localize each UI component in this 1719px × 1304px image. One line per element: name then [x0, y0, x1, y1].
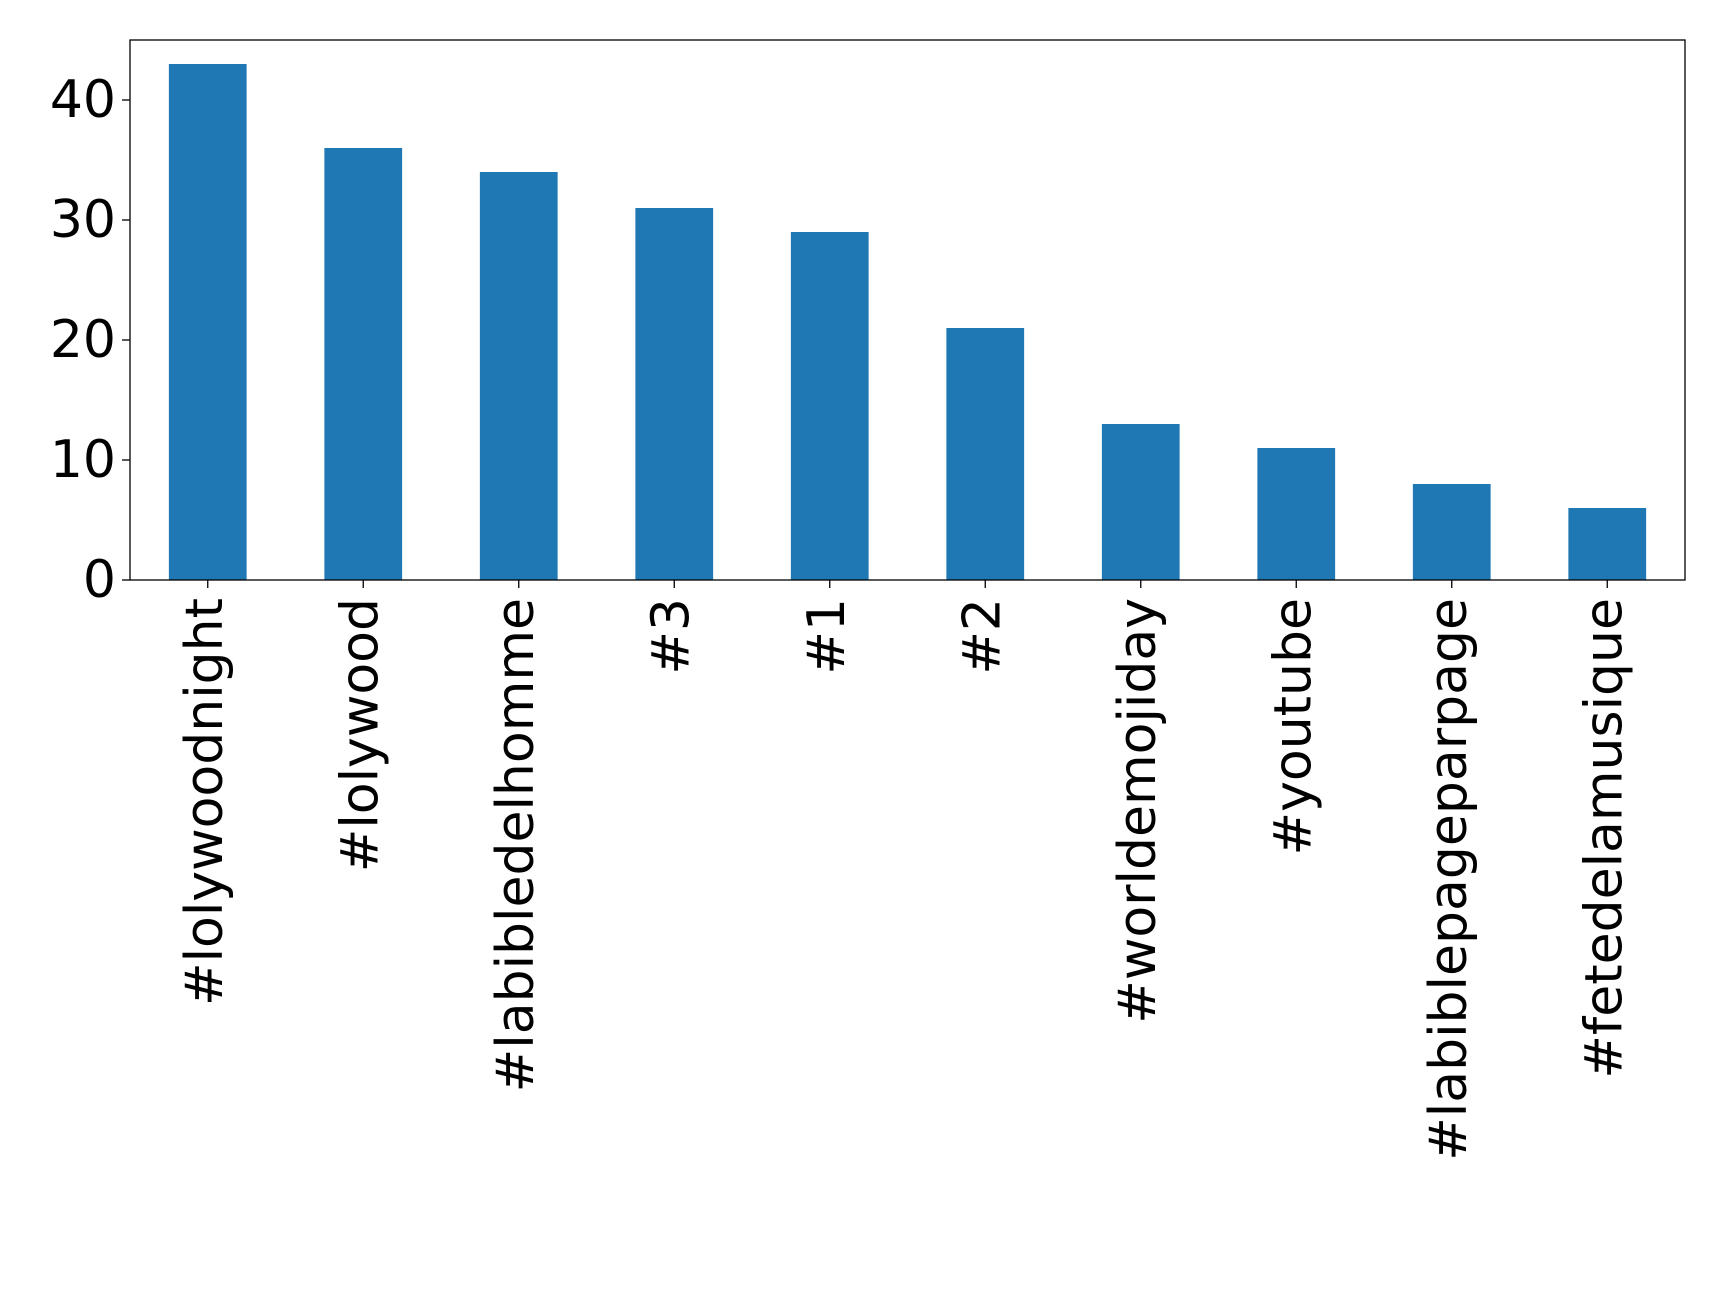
bar-6: [1101, 424, 1180, 580]
x-tick-label: #lolywood: [330, 598, 390, 872]
plot-frame: [129, 39, 1686, 581]
y-tick-label: 30: [50, 190, 116, 250]
x-axis: #lolywoodnight #lolywood #labibledelhomme #…: [175, 580, 1634, 1161]
bar-4: [790, 232, 869, 580]
bar-7: [1257, 448, 1336, 580]
x-tick-label: #fetedelamusique: [1574, 598, 1634, 1079]
y-axis: 0 10 20 30 40: [50, 70, 130, 610]
bar-9: [1568, 508, 1647, 580]
bar-5: [946, 328, 1025, 580]
y-tick-label: 20: [50, 310, 116, 370]
y-tick-label: 40: [50, 70, 116, 130]
bars-group: [168, 64, 1647, 580]
x-tick-label: #2: [952, 598, 1012, 675]
bar-2: [479, 172, 558, 580]
bar-1: [324, 148, 403, 580]
y-tick-label: 0: [83, 550, 116, 610]
x-tick-label: #youtube: [1263, 598, 1323, 855]
bar-3: [635, 208, 714, 580]
x-tick-label: #labiblepageparpage: [1419, 598, 1479, 1161]
y-tick-label: 10: [50, 430, 116, 490]
x-tick-label: #worldemojiday: [1108, 598, 1168, 1024]
x-tick-label: #lolywoodnight: [175, 598, 235, 1006]
bar-8: [1412, 484, 1491, 580]
x-tick-label: #3: [641, 598, 701, 675]
x-tick-label: #1: [797, 598, 857, 675]
x-tick-label: #labibledelhomme: [486, 598, 546, 1092]
bar-0: [168, 64, 247, 580]
